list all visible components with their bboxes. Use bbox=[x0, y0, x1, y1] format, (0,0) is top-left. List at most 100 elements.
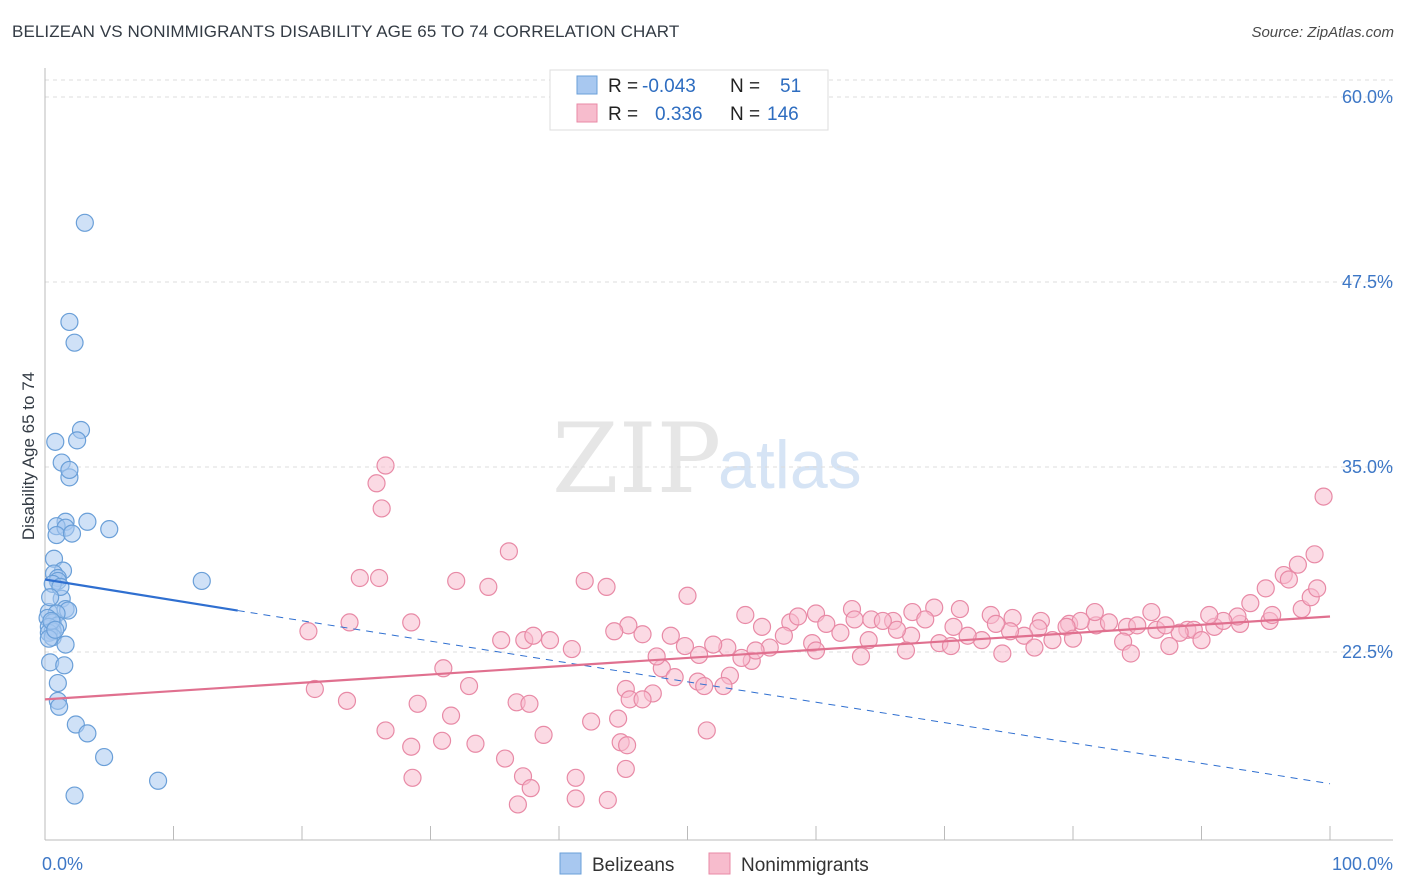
point-nonimmigrants bbox=[851, 647, 871, 666]
point-nonimmigrants bbox=[376, 456, 395, 475]
y-tick-label: 60.0% bbox=[1342, 87, 1393, 107]
point-nonimmigrants bbox=[689, 645, 709, 665]
point-belizeans bbox=[148, 771, 168, 790]
point-nonimmigrants bbox=[466, 734, 485, 753]
point-belizeans bbox=[68, 431, 87, 450]
series-legend: Belizeans Nonimmigrants bbox=[559, 852, 869, 876]
point-nonimmigrants bbox=[950, 599, 970, 619]
point-nonimmigrants bbox=[732, 648, 751, 668]
point-nonimmigrants bbox=[597, 577, 616, 596]
point-nonimmigrants bbox=[566, 768, 585, 787]
point-nonimmigrants bbox=[697, 721, 716, 740]
point-nonimmigrants bbox=[441, 706, 461, 725]
point-nonimmigrants bbox=[575, 571, 594, 591]
point-belizeans bbox=[46, 620, 65, 639]
point-nonimmigrants bbox=[1160, 636, 1179, 656]
point-nonimmigrants bbox=[661, 626, 680, 645]
point-nonimmigrants bbox=[508, 795, 527, 814]
point-nonimmigrants bbox=[1200, 605, 1219, 625]
point-nonimmigrants bbox=[402, 613, 421, 632]
point-nonimmigrants bbox=[714, 676, 733, 696]
point-nonimmigrants bbox=[495, 749, 515, 768]
point-nonimmigrants bbox=[633, 690, 652, 709]
y-tick-label: 22.5% bbox=[1342, 642, 1393, 662]
source-label: Source: ZipAtlas.com bbox=[1251, 24, 1394, 41]
point-nonimmigrants bbox=[408, 694, 427, 713]
point-nonimmigrants bbox=[520, 694, 539, 713]
point-nonimmigrants bbox=[665, 668, 684, 687]
point-nonimmigrants bbox=[736, 605, 755, 625]
legend-n-value-1: 51 bbox=[780, 76, 801, 97]
point-nonimmigrants bbox=[1305, 545, 1324, 564]
bottom-legend-swatch-belizeans bbox=[559, 852, 582, 875]
point-belizeans bbox=[100, 520, 119, 539]
point-nonimmigrants bbox=[647, 647, 666, 666]
point-nonimmigrants bbox=[633, 625, 652, 644]
y-tick-label: 47.5% bbox=[1342, 272, 1393, 292]
point-nonimmigrants bbox=[305, 679, 324, 699]
point-nonimmigrants bbox=[1085, 602, 1104, 622]
point-belizeans bbox=[78, 724, 97, 743]
gridlines bbox=[45, 79, 1393, 653]
point-belizeans bbox=[56, 635, 75, 654]
point-belizeans bbox=[192, 571, 211, 591]
point-belizeans bbox=[41, 588, 60, 607]
legend-n-label-1: N = bbox=[730, 76, 760, 97]
point-nonimmigrants bbox=[582, 712, 601, 731]
legend-r-label-1: R = bbox=[608, 76, 638, 97]
point-nonimmigrants bbox=[788, 607, 808, 626]
point-nonimmigrants bbox=[1288, 555, 1307, 574]
point-belizeans bbox=[46, 432, 65, 451]
point-nonimmigrants bbox=[616, 759, 635, 779]
point-nonimmigrants bbox=[1099, 613, 1119, 632]
point-nonimmigrants bbox=[678, 586, 697, 605]
point-nonimmigrants bbox=[521, 779, 540, 798]
point-nonimmigrants bbox=[704, 635, 723, 654]
point-belizeans bbox=[78, 512, 97, 531]
point-nonimmigrants bbox=[367, 474, 386, 493]
point-nonimmigrants bbox=[372, 499, 391, 518]
point-nonimmigrants bbox=[752, 617, 772, 636]
legend-r-value-1: -0.043 bbox=[642, 76, 696, 97]
point-nonimmigrants bbox=[340, 613, 359, 632]
point-belizeans bbox=[55, 656, 74, 675]
legend-r-value-2: 0.336 bbox=[655, 104, 703, 125]
point-nonimmigrants bbox=[873, 611, 892, 631]
point-nonimmigrants bbox=[831, 623, 850, 642]
point-nonimmigrants bbox=[1314, 487, 1333, 506]
point-nonimmigrants bbox=[376, 721, 395, 740]
point-belizeans bbox=[47, 525, 66, 545]
point-nonimmigrants bbox=[675, 636, 695, 656]
x-tick-label-max: 100.0% bbox=[1332, 854, 1393, 874]
point-nonimmigrants bbox=[402, 737, 421, 756]
point-nonimmigrants bbox=[299, 622, 318, 641]
point-nonimmigrants bbox=[598, 790, 617, 810]
point-nonimmigrants bbox=[1170, 623, 1189, 642]
point-belizeans bbox=[60, 460, 79, 480]
point-nonimmigrants bbox=[618, 736, 637, 755]
point-nonimmigrants bbox=[1142, 602, 1161, 622]
point-nonimmigrants bbox=[1256, 579, 1275, 598]
point-belizeans bbox=[62, 524, 82, 543]
axes: 22.5% 35.0% 47.5% 60.0% 0.0% 100.0% bbox=[42, 68, 1393, 874]
legend-r-label-2: R = bbox=[608, 104, 638, 125]
trend-line-belizeans bbox=[44, 578, 238, 612]
trend-line-nonimmigrants bbox=[44, 615, 1331, 701]
point-nonimmigrants bbox=[432, 731, 452, 750]
bottom-legend-swatch-nonimmigrants bbox=[708, 852, 731, 875]
point-nonimmigrants bbox=[499, 542, 518, 561]
point-nonimmigrants bbox=[1043, 631, 1062, 650]
point-nonimmigrants bbox=[845, 610, 864, 629]
legend-swatch-belizeans bbox=[576, 75, 598, 95]
point-nonimmigrants bbox=[459, 676, 479, 696]
point-nonimmigrants bbox=[1308, 579, 1327, 598]
point-nonimmigrants bbox=[562, 639, 581, 659]
point-nonimmigrants bbox=[605, 622, 624, 641]
point-nonimmigrants bbox=[447, 571, 466, 591]
point-belizeans bbox=[65, 786, 84, 805]
x-tick-label-min: 0.0% bbox=[42, 854, 83, 874]
point-nonimmigrants bbox=[1121, 644, 1140, 663]
point-nonimmigrants bbox=[887, 620, 907, 639]
point-nonimmigrants bbox=[993, 644, 1012, 663]
